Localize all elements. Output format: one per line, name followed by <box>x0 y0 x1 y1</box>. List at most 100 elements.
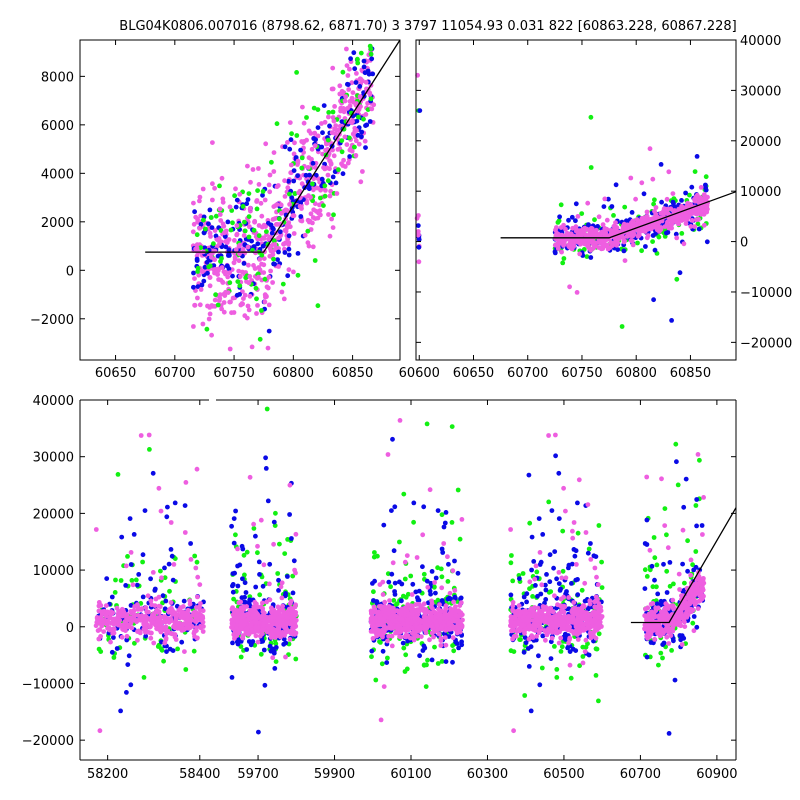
data-point <box>143 605 149 611</box>
data-point <box>509 553 514 558</box>
data-point <box>226 266 232 272</box>
data-point <box>274 121 280 127</box>
x-tick-label: 60650 <box>453 366 494 381</box>
data-point <box>528 708 534 714</box>
data-point <box>345 82 351 87</box>
data-point <box>105 625 110 631</box>
data-point <box>281 624 287 630</box>
data-point <box>168 547 174 552</box>
data-point <box>246 307 252 313</box>
data-point <box>427 487 433 493</box>
data-point <box>376 604 382 609</box>
data-point <box>402 559 408 565</box>
data-point <box>358 50 364 56</box>
data-point <box>203 226 208 232</box>
data-point <box>397 539 402 545</box>
data-point <box>148 598 154 604</box>
data-point <box>96 603 102 609</box>
data-point <box>298 147 303 153</box>
data-point <box>695 221 701 227</box>
data-point <box>452 588 458 593</box>
x-tick-label: 60800 <box>616 366 657 381</box>
data-point <box>162 640 168 646</box>
data-point <box>559 644 565 650</box>
data-point <box>565 625 571 631</box>
data-point <box>350 90 356 95</box>
data-point <box>508 592 514 598</box>
data-point <box>260 583 266 589</box>
data-point <box>307 172 312 178</box>
data-point <box>124 690 129 695</box>
data-point <box>658 227 664 233</box>
data-point <box>250 167 256 172</box>
data-point <box>254 611 260 617</box>
data-point <box>422 621 428 626</box>
data-point <box>170 608 175 613</box>
data-point <box>517 637 523 642</box>
data-point <box>245 244 251 250</box>
data-point <box>543 597 549 602</box>
figure-title: BLG04K0806.007016 (8798.62, 6871.70) 3 3… <box>119 19 736 34</box>
data-point <box>115 472 121 477</box>
data-point <box>510 603 516 609</box>
data-point <box>397 629 403 635</box>
data-point <box>191 270 196 276</box>
data-point <box>326 212 331 217</box>
data-point <box>272 261 278 267</box>
zoom-left-ticks: 60650 60700 60750 60800 60850−20000200040006… <box>30 40 400 381</box>
data-point <box>261 562 267 568</box>
data-point <box>526 664 532 669</box>
data-point <box>227 346 233 352</box>
data-point <box>368 616 374 621</box>
data-point <box>701 208 706 214</box>
data-point <box>360 169 365 174</box>
data-point <box>128 682 134 688</box>
data-point <box>220 221 226 227</box>
data-point <box>566 595 572 600</box>
data-point <box>453 612 458 618</box>
data-point <box>423 630 429 636</box>
data-point <box>601 204 607 210</box>
zoom-right-ticks: 60600 60650 60700 60750 60800 60850−20000−100… <box>399 34 793 381</box>
data-point <box>427 588 433 594</box>
data-point <box>367 119 373 124</box>
data-point <box>523 640 529 646</box>
data-point <box>552 249 558 255</box>
data-point <box>190 229 196 235</box>
data-point <box>433 620 439 625</box>
data-point <box>169 553 175 559</box>
data-point <box>560 568 566 574</box>
data-point <box>267 253 273 259</box>
data-point <box>229 310 234 316</box>
data-point <box>228 299 233 305</box>
data-point <box>388 584 393 590</box>
data-point <box>586 243 591 249</box>
data-point <box>369 654 374 660</box>
data-point <box>639 180 645 186</box>
data-point <box>452 558 457 564</box>
data-point <box>159 575 164 581</box>
data-point <box>251 629 257 635</box>
data-point <box>237 191 243 197</box>
data-point <box>382 599 388 605</box>
data-point <box>187 601 193 607</box>
data-point <box>245 197 251 202</box>
data-point <box>96 608 102 614</box>
data-point <box>431 584 437 590</box>
y-tick-label: −20000 <box>740 336 792 351</box>
data-point <box>587 230 593 236</box>
data-point <box>415 232 421 238</box>
data-point <box>651 297 656 303</box>
data-point <box>195 295 200 301</box>
data-point <box>178 608 183 613</box>
data-point <box>267 189 273 195</box>
data-point <box>557 588 563 593</box>
data-point <box>263 466 269 471</box>
data-point <box>613 236 618 242</box>
data-point <box>217 292 223 298</box>
data-point <box>693 195 699 200</box>
data-point <box>349 80 355 86</box>
data-point <box>420 532 426 538</box>
data-point <box>172 632 178 637</box>
data-point <box>591 553 597 559</box>
